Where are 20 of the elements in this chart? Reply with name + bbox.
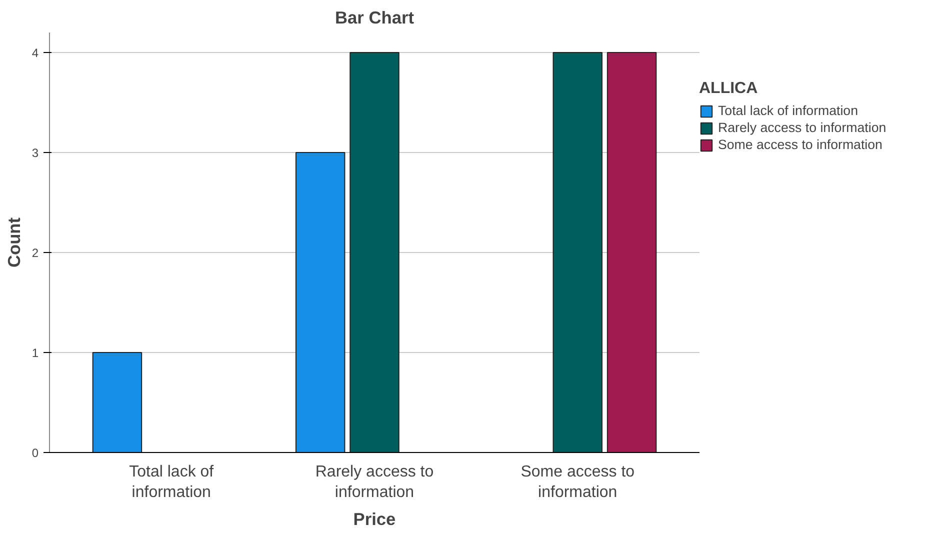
x-axis-title: Price [353, 508, 396, 529]
chart-title: Bar Chart [335, 8, 414, 28]
x-tick-label: Some access to information [520, 464, 635, 501]
legend-label: Rarely access to information [718, 120, 886, 135]
bar [552, 52, 602, 452]
bar [295, 152, 346, 452]
y-axis-title: Count [4, 217, 24, 268]
y-tick-label: 3 [32, 146, 39, 160]
legend-label: Total lack of information [718, 103, 858, 118]
y-tick-label: 1 [32, 346, 39, 360]
x-tick-label: Rarely access to information [315, 464, 434, 501]
y-tick-label: 2 [32, 246, 39, 260]
legend-label: Some access to information [718, 137, 882, 152]
y-tick-label: 0 [32, 446, 39, 460]
bar [606, 52, 657, 452]
bar [92, 352, 142, 452]
y-tick-label: 4 [32, 46, 39, 60]
bar [350, 52, 400, 452]
legend-title: ALLICA [699, 80, 759, 98]
x-tick-label: Total lack of information [129, 464, 214, 501]
